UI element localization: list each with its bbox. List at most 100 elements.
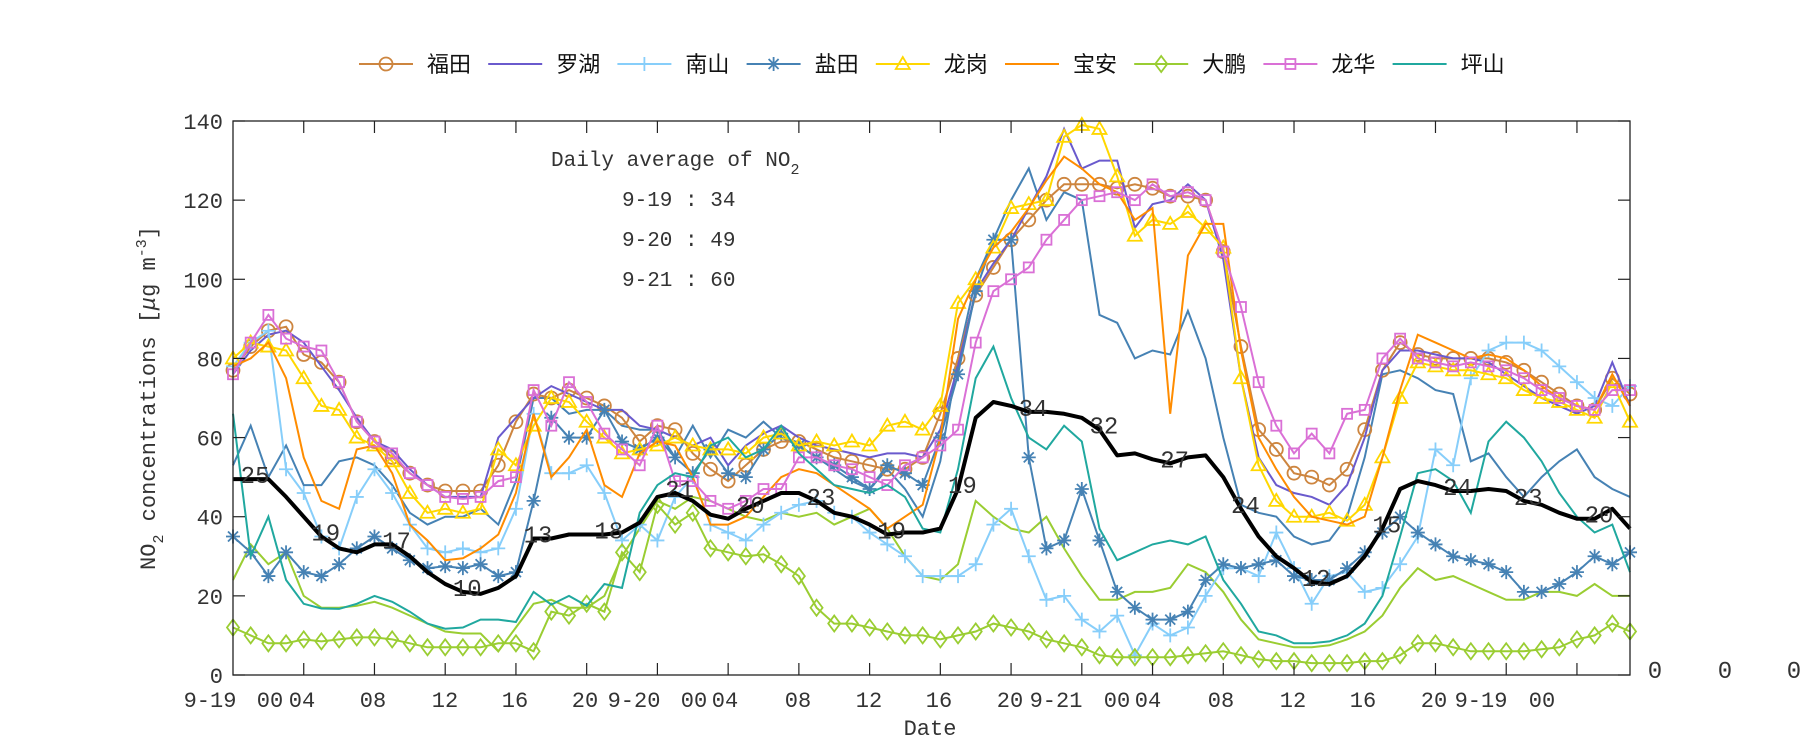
data-point-marker [791,497,806,512]
data-point-marker [1127,176,1143,192]
data-point-marker [261,633,276,653]
data-point-marker [721,542,736,562]
data-point-marker [1233,645,1249,665]
data-point-marker [1606,384,1619,396]
x-tick-label: 00 [681,689,707,714]
series-station-6 [225,495,1638,673]
data-point-marker [1145,612,1160,627]
data-point-marker [1163,612,1178,627]
legend-item[interactable]: 龙岗 [875,53,988,78]
data-point-marker [1428,537,1443,552]
data-point-marker [667,515,683,535]
data-point-marker [791,566,806,586]
data-point-marker [1180,620,1195,635]
mean-annotation-label: 21 [665,478,694,505]
data-point-marker [1074,612,1089,627]
data-point-marker [934,439,947,452]
data-point-marker [508,633,524,653]
data-point-marker [1039,592,1054,607]
series-line [232,155,1631,562]
data-point-marker [1481,641,1496,661]
data-point-marker [790,436,808,452]
data-point-marker [1499,335,1514,350]
data-point-marker [1411,352,1424,365]
legend-item[interactable]: 福田 [359,53,471,78]
series-unlabeled-9 [232,495,1630,653]
data-point-marker [1358,403,1371,416]
data-point-marker [561,466,576,481]
data-point-marker [722,502,735,515]
data-point-marker [1198,573,1213,588]
data-point-marker [368,435,381,448]
data-point-marker [385,485,400,500]
legend-item[interactable]: 南山 [617,53,729,78]
data-point-marker [243,625,258,645]
data-point-marker [367,627,382,647]
data-point-marker [455,637,471,657]
legend-item[interactable]: 大鹏 [1134,53,1246,78]
mean-annotation-label: 24 [1231,494,1260,521]
x-tick-label: 04 [289,689,315,714]
legend-item[interactable]: 龙华 [1263,53,1375,78]
data-point-marker [278,633,294,653]
legend-item[interactable]: 罗湖 [488,53,600,78]
data-point-marker [721,525,736,540]
data-point-marker [1179,203,1197,218]
data-point-marker [1338,511,1356,527]
data-point-marker [1375,525,1390,540]
legend-label: 福田 [427,53,471,78]
data-point-marker [1373,448,1391,464]
mean-annotation-label: 20 [736,494,765,521]
data-point-marker [1534,374,1549,390]
data-point-marker [651,419,664,432]
data-point-marker [863,471,876,484]
y-tick-label: 20 [197,586,223,611]
data-point-marker [739,494,752,507]
data-point-marker [1075,194,1088,207]
data-point-marker [1162,188,1178,204]
data-point-marker [1392,335,1408,351]
data-point-marker [968,557,983,572]
legend-item[interactable]: 宝安 [1005,53,1117,78]
data-point-marker [439,491,452,503]
data-point-marker [1428,351,1443,366]
legend-item[interactable]: 坪山 [1392,53,1505,78]
data-point-marker [1516,335,1531,350]
data-point-marker [951,367,966,382]
data-point-marker [492,475,505,488]
data-point-marker [1285,507,1303,523]
data-point-marker [862,525,877,540]
data-point-marker [1055,128,1073,143]
mean-annotation-label: 34 [1019,397,1048,424]
data-point-marker [881,479,894,491]
data-point-marker [844,470,859,485]
data-point-marker [349,414,365,430]
data-point-marker [843,432,861,448]
data-point-marker [508,501,523,516]
data-point-marker [669,475,681,488]
series-station-7 [227,178,1636,515]
data-point-marker [880,458,895,473]
data-point-marker [491,633,506,653]
x-tick-label: 04 [712,689,738,714]
legend-marker-icon [637,57,652,71]
data-point-marker [261,323,276,338]
data-point-marker [1357,584,1372,599]
data-point-marker [280,332,292,345]
data-point-marker [969,336,982,349]
mean-line [233,400,1632,596]
data-point-marker [1074,637,1089,657]
data-point-marker [1481,557,1496,572]
data-point-marker [1305,427,1318,440]
data-point-marker [1323,447,1336,460]
x-tick-label: 16 [1350,689,1376,714]
legend-item[interactable]: 盐田 [746,53,859,78]
data-point-marker [262,308,275,321]
data-point-marker [1004,501,1019,516]
x-tick-label: 9-20 [608,689,661,714]
data-point-marker [1039,541,1054,556]
data-point-marker [1376,352,1389,365]
